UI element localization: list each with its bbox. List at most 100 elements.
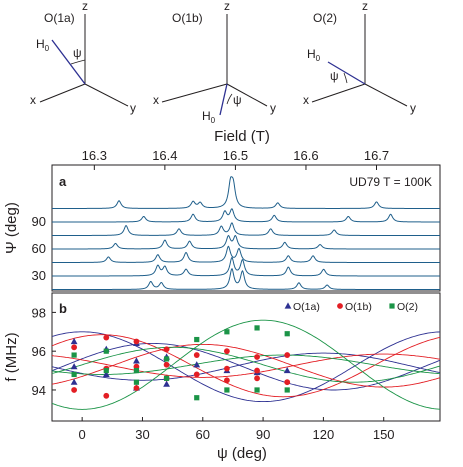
panel-b-frame — [51, 292, 441, 422]
data-point — [283, 366, 291, 374]
legend-label: O(1b) — [345, 301, 372, 313]
top-tick-label: 16.5 — [223, 148, 248, 163]
data-point — [284, 379, 291, 386]
legend-marker — [337, 303, 343, 309]
data-point — [70, 337, 78, 345]
top-axis-title: Field (T) — [214, 128, 270, 145]
fit-curve — [52, 343, 440, 388]
top-tick-label: 16.6 — [293, 148, 318, 163]
data-point — [254, 387, 260, 393]
spectrum-trace — [52, 267, 440, 290]
a-y-tick-label: 30 — [32, 268, 46, 283]
panel-a-label: a — [59, 174, 67, 189]
data-point — [71, 352, 77, 358]
diagram-label: O(2) — [313, 11, 337, 25]
z-axis-label: z — [362, 0, 368, 13]
field-label: H0 — [307, 47, 321, 63]
panel-b-x-ticks: 0 30 60 90 120 150 — [79, 417, 395, 442]
data-point — [103, 367, 109, 374]
x-axis-line — [39, 83, 86, 103]
y-axis-line — [364, 83, 408, 107]
fit-curve — [52, 354, 440, 375]
fit-curve — [52, 319, 440, 410]
data-point — [224, 365, 230, 372]
b-x-tick-label: 120 — [313, 427, 335, 442]
a-y-tick-label: 60 — [32, 241, 46, 256]
diagram-o1b: O(1b) z x y ψ H0 — [153, 0, 276, 125]
data-point — [70, 363, 78, 370]
legend-marker — [284, 302, 292, 309]
field-direction-line — [219, 83, 228, 116]
data-point — [224, 329, 230, 335]
data-point — [284, 387, 290, 393]
spectrum-trace — [52, 222, 440, 236]
z-axis-label: z — [82, 0, 88, 13]
data-point — [102, 370, 110, 378]
data-point — [163, 346, 170, 353]
x-axis-label: x — [30, 93, 36, 107]
data-point — [163, 361, 170, 368]
y-axis-label: y — [270, 101, 276, 115]
x-axis-label: x — [303, 93, 309, 107]
x-axis-label: x — [153, 93, 159, 107]
data-point — [133, 385, 140, 391]
y-axis-label: y — [410, 101, 416, 115]
angle-label: ψ — [330, 69, 339, 83]
data-point — [103, 334, 110, 341]
fit-curves — [52, 319, 440, 410]
data-point — [70, 378, 78, 385]
diagram-label: O(1b) — [172, 11, 203, 25]
panel-b-label: b — [59, 301, 67, 316]
x-axis-line — [161, 83, 228, 103]
diagram-label: O(1a) — [44, 11, 75, 25]
data-point — [284, 352, 291, 358]
b-x-tick-label: 30 — [135, 427, 149, 442]
spectrum-trace — [52, 256, 440, 277]
data-point — [103, 392, 110, 399]
field-label: H0 — [202, 109, 216, 125]
fit-curve — [52, 346, 440, 383]
data-point — [193, 371, 200, 378]
spectrum-trace — [52, 234, 440, 250]
panel-a-frame — [51, 164, 441, 292]
b-y-tick-label: 96 — [32, 344, 46, 359]
y-axis-line — [226, 83, 268, 107]
data-point — [133, 379, 140, 385]
nmr-traces — [52, 176, 440, 290]
fit-curve — [52, 352, 440, 381]
spectrum-trace — [52, 245, 440, 263]
data-point — [163, 356, 170, 362]
diagram-o1a: O(1a) z x y H0 ψ — [30, 0, 136, 115]
panel-b-y-label: f (MHz) — [3, 332, 20, 381]
b-y-tick-label: 98 — [32, 305, 46, 320]
top-tick-label: 16.3 — [82, 148, 107, 163]
data-point — [254, 325, 260, 331]
diagram-o2: O(2) z x y H0 ψ — [303, 0, 416, 115]
angle-arc — [226, 93, 233, 105]
b-x-tick-label: 60 — [196, 427, 210, 442]
fit-curve — [52, 342, 440, 391]
data-point — [163, 380, 170, 387]
field-direction-line — [51, 39, 86, 85]
z-axis-label: z — [224, 0, 230, 13]
legend-marker — [389, 303, 395, 309]
data-point — [254, 375, 260, 382]
angle-arc — [343, 72, 348, 84]
top-axis-ticks: 16.3 16.4 16.5 16.6 16.7 — [82, 148, 389, 170]
b-y-tick-label: 94 — [32, 383, 46, 398]
data-point — [254, 367, 260, 374]
panel-b-x-label: ψ (deg) — [217, 445, 267, 462]
data-point — [71, 344, 78, 351]
data-point — [194, 336, 200, 343]
a-y-tick-label: 90 — [32, 214, 46, 229]
angle-label: ψ — [73, 46, 82, 60]
angle-arc — [70, 59, 86, 65]
data-point — [254, 354, 260, 360]
fit-curve — [52, 353, 440, 378]
data-point — [133, 357, 140, 364]
y-axis-line — [84, 83, 129, 107]
data-point — [194, 395, 200, 401]
top-tick-label: 16.7 — [364, 148, 389, 163]
b-x-tick-label: 150 — [373, 427, 395, 442]
panel-a-annotation: UD79 T = 100K — [349, 175, 432, 189]
